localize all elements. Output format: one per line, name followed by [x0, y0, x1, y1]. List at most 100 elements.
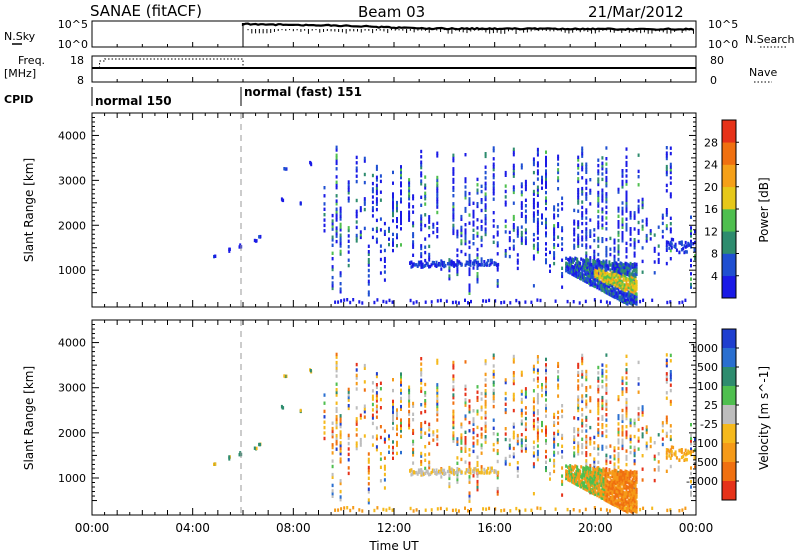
power-cell [480, 243, 483, 248]
power-cell [516, 226, 519, 230]
velocity-cell [578, 476, 581, 480]
power-cell [593, 233, 596, 237]
velocity-cell [665, 434, 668, 438]
velocity-cell [649, 436, 652, 441]
power-cell [683, 244, 686, 248]
velocity-cell [484, 424, 487, 428]
velocity-cell [625, 408, 628, 413]
power-cell [561, 237, 564, 241]
power-cell [468, 245, 471, 250]
power-cell [545, 231, 547, 235]
velocity-cell [621, 430, 624, 434]
power-cell [412, 301, 415, 305]
power-cell [621, 174, 624, 178]
velocity-cell [339, 430, 342, 434]
velocity-cell [621, 492, 624, 496]
velocity-cell [621, 419, 624, 423]
velocity-cell [436, 361, 439, 365]
velocity-cell [612, 472, 615, 477]
velocity-cell [484, 372, 487, 377]
power-cell [688, 243, 691, 247]
power-cell [617, 206, 620, 210]
power-cell [492, 189, 495, 193]
velocity-cell [436, 391, 439, 395]
power-cell [532, 203, 535, 207]
velocity-cell [553, 461, 556, 465]
power-cell [596, 261, 599, 265]
velocity-cell [586, 475, 589, 480]
velocity-cell [524, 449, 527, 453]
velocity-cell [420, 403, 423, 407]
power-cell [629, 227, 632, 231]
velocity-cell [536, 455, 539, 459]
power-cell [339, 222, 342, 227]
power-cell [363, 197, 366, 201]
velocity-cell [581, 372, 584, 376]
power-cell [400, 192, 402, 196]
velocity-cell [635, 502, 638, 507]
velocity-cell [484, 378, 487, 382]
power-cell [657, 225, 660, 229]
power-cell [339, 273, 342, 278]
power-cell [561, 201, 564, 206]
velocity-cell [484, 399, 487, 404]
power-cell [645, 223, 648, 227]
velocity-cell [253, 446, 256, 450]
power-cell [470, 299, 472, 304]
velocity-cell [464, 387, 467, 391]
power-cell [451, 261, 454, 265]
power-cell [621, 217, 624, 221]
power-cell [420, 244, 423, 248]
velocity-cell [516, 439, 519, 443]
velocity-cell [657, 465, 660, 469]
velocity-cell [464, 436, 467, 440]
velocity-cell [569, 476, 572, 480]
power-cell [532, 162, 535, 167]
power-cell [665, 156, 668, 161]
power-cell [613, 249, 616, 253]
power-cell [573, 219, 576, 223]
velocity-cell [456, 461, 459, 465]
velocity-cell [420, 432, 423, 437]
power-cell [464, 228, 467, 232]
velocity-cell [561, 493, 564, 497]
power-cell [631, 290, 634, 294]
velocity-cell [424, 382, 427, 387]
velocity-cell [621, 441, 624, 445]
velocity-cell [331, 421, 334, 425]
power-cell [585, 181, 588, 185]
power-cell [609, 263, 612, 267]
power-cell [669, 241, 672, 245]
velocity-cell [239, 451, 242, 455]
power-cell [484, 262, 487, 266]
velocity-cell [476, 455, 479, 459]
power-cell [631, 277, 634, 282]
power-cell [690, 245, 692, 249]
velocity-cell [553, 445, 556, 449]
velocity-cell [476, 395, 479, 400]
velocity-cell [536, 452, 539, 456]
power-cell [359, 230, 362, 234]
velocity-cell [375, 399, 378, 403]
power-cell [573, 243, 576, 248]
velocity-cell [484, 426, 487, 431]
power-cell [612, 270, 615, 274]
colorbar-tick-label: 8 [711, 248, 718, 261]
power-cell [416, 264, 419, 268]
velocity-cell [657, 468, 660, 472]
velocity-cell [612, 480, 615, 484]
power-cell [536, 244, 539, 249]
power-cell [653, 260, 656, 264]
power-cell [557, 178, 560, 183]
velocity-cell [392, 418, 394, 423]
velocity-cell [581, 375, 584, 379]
power-cell [635, 280, 638, 284]
power-cell [532, 216, 535, 221]
velocity-cell [545, 363, 547, 367]
power-cell [605, 194, 608, 199]
velocity-cell [400, 421, 402, 425]
power-cell [409, 298, 412, 303]
power-cell [484, 203, 487, 207]
velocity-cell [396, 427, 398, 431]
velocity-cell [476, 439, 479, 443]
